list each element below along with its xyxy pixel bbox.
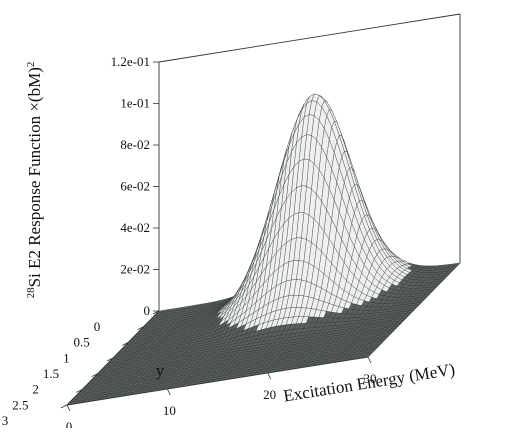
y-tick-mark [137,326,144,331]
x-tick-label: 10 [163,403,176,418]
x-tick-label: 20 [263,387,276,402]
response-surface [66,93,461,406]
y-tick-mark [122,341,129,346]
y-tick-mark [91,373,98,378]
floor-right-edge [367,262,461,358]
y-tick-label: 2 [32,382,39,397]
back-top-edge [158,13,461,63]
x-tick-mark [66,404,71,412]
z-axis-title: 28Si E2 Response Function ×(bM)2 [25,62,44,299]
z-tick-label: 2e-02 [120,262,150,277]
z-tick-label: 0 [144,303,151,318]
z-axis-title-isotope: 28 [25,287,37,299]
z-tick-label: 8e-02 [120,137,150,152]
z-tick-label: 1e-01 [120,96,150,111]
x-axis-line [66,356,369,406]
x-tick-mark [166,388,171,396]
y-tick-label: 1.5 [43,366,59,381]
z-axis-title-text: Si E2 Response Function ×(bM) [25,67,44,287]
z-tick-label: 4e-02 [120,220,150,235]
y-tick-mark [60,404,68,409]
z-tick-label: 6e-02 [120,179,150,194]
y-tick-label: 1 [63,350,70,365]
axis-ticks: 0 2e-02 4e-02 6e-02 8e-02 1e-01 1.2e-01 0 0.5 1 1.… [2,54,377,433]
x-tick-label: 0 [66,419,73,428]
y-tick-label: 0.5 [74,335,90,350]
x-tick-mark [267,372,272,380]
y-tick-mark [106,357,114,362]
y-axis-title: y [156,361,165,380]
x-tick-mark [367,356,372,364]
y-tick-label: 0 [94,319,101,334]
x-tick-label: 30 [364,371,377,386]
z-axis-title-exponent: 2 [25,62,37,68]
z-tick-label: 1.2e-01 [111,54,150,69]
y-tick-label: 2.5 [12,397,28,412]
y-tick-mark [152,310,160,315]
y-tick-mark [76,388,83,393]
y-tick-label: 3 [2,413,9,428]
